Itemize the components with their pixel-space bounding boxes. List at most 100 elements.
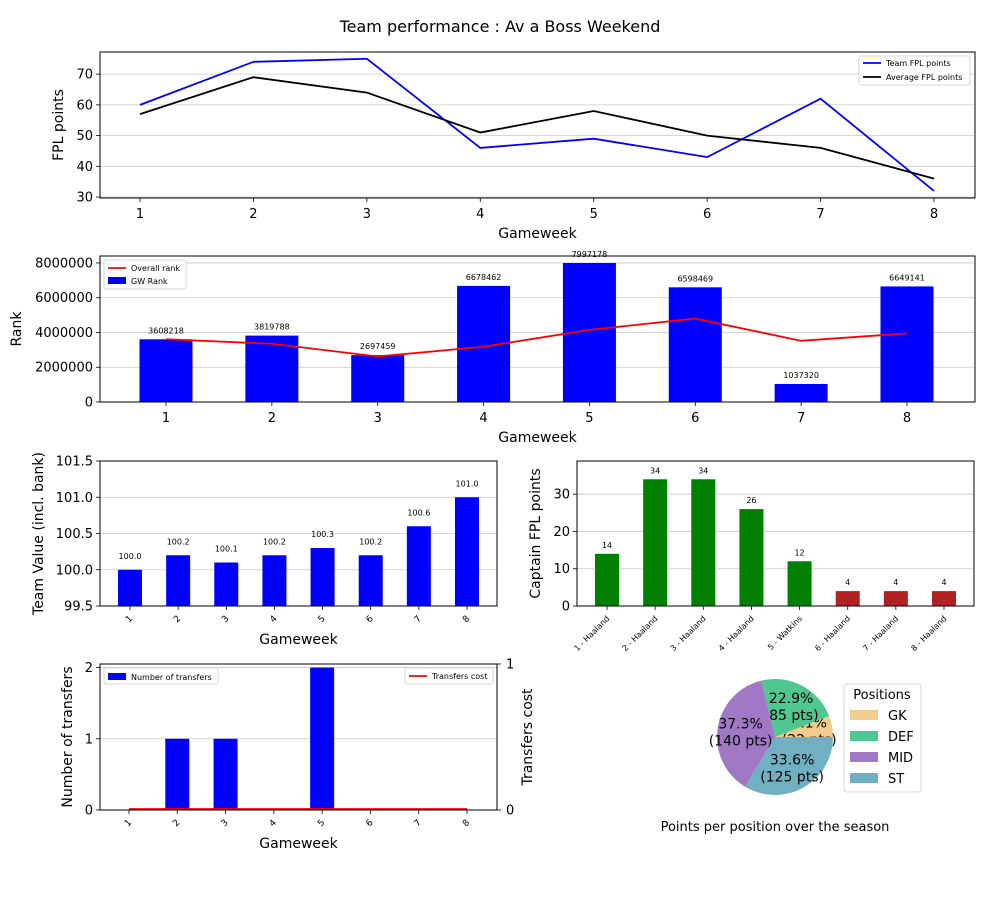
x-tick-label: 2 - Haaland: [621, 614, 660, 653]
x-tick-label: 4 - Haaland: [717, 614, 756, 653]
legend-label: GK: [888, 709, 907, 724]
x-tick-label: 5: [317, 614, 328, 625]
team-value-bar: [166, 555, 191, 606]
y-tick-label: 2: [85, 661, 93, 676]
rank-bar-label: 1037320: [783, 371, 819, 380]
fpl-points-chart: 30 40 50 60 70 1 2 3 4 5 6 7 8 Gameweek FPL points Team…: [51, 51, 976, 242]
rank-bar-label: 3608218: [148, 326, 184, 335]
y-tick-label: 10: [553, 562, 570, 577]
captain-points-chart: 0 10 20 30 14 34 34 26 12 4 4 4 1 - Haaland 2 - Haala…: [528, 460, 975, 653]
y-axis-label: FPL points: [51, 89, 67, 161]
captain-bar: [595, 553, 619, 606]
team-value-bar-label: 100.3: [311, 530, 334, 539]
legend-box: [404, 667, 494, 685]
x-tick-label: 7: [797, 411, 805, 426]
team-value-bar-label: 101.0: [456, 479, 479, 488]
y-tick-label: 99.5: [64, 600, 93, 615]
captain-bar-label: 34: [698, 466, 708, 475]
y-tick-label-right: 1: [506, 658, 514, 673]
legend-swatch: [850, 731, 878, 741]
pie-title: Points per position over the season: [661, 820, 890, 835]
transfers-bar: [213, 738, 238, 810]
y-tick-label: 2000000: [35, 361, 93, 376]
captain-bar: [883, 591, 908, 606]
pie-slice-mid: [717, 680, 775, 787]
x-tick-label: 2: [171, 818, 182, 829]
legend: Overall rank GW Rank: [103, 259, 187, 290]
legend-swatch: [850, 752, 878, 762]
x-tick-label: 7: [816, 207, 824, 222]
pie-pts-label: (125 pts): [760, 769, 824, 785]
x-axis-label: Gameweek: [498, 430, 577, 446]
team-value-bar: [214, 562, 239, 606]
captain-bar-label: 14: [602, 541, 612, 550]
captain-bar-label: 34: [650, 466, 660, 475]
y-tick-label: 30: [553, 488, 570, 503]
pie-slice-def: [761, 679, 830, 737]
team-value-bar: [406, 526, 431, 606]
x-axis-label: Gameweek: [259, 836, 338, 852]
x-tick-label: 8: [930, 207, 938, 222]
x-tick-label: 5: [590, 207, 598, 222]
legend-swatch: [850, 773, 878, 783]
x-tick-label: 3: [374, 411, 382, 426]
team-value-bar-label: 100.1: [215, 545, 238, 554]
y-tick-label: 0: [85, 396, 93, 411]
rank-bar-label: 6598469: [677, 274, 713, 283]
team-value-bar: [118, 569, 142, 606]
rank-frame: [99, 255, 976, 403]
x-tick-label: 6: [691, 411, 699, 426]
x-tick-label: 8: [461, 818, 472, 829]
y-tick-label: 0: [562, 600, 570, 615]
y-tick-label: 50: [76, 129, 93, 144]
y-tick-label-right: 0: [506, 804, 514, 819]
rank-bar-label: 2697459: [360, 342, 396, 351]
pie-pts-label: (140 pts): [709, 734, 773, 750]
positions-pie-chart: 6.1%(22 pts)22.9%(85 pts)37.3%(140 pts)3…: [661, 679, 922, 835]
legend-label: ST: [888, 772, 904, 787]
y-tick-label: 8000000: [35, 256, 93, 271]
pie-pct-label: 37.3%: [718, 717, 762, 733]
captain-bar-label: 4: [845, 578, 850, 587]
legend-label: Team FPL points: [885, 59, 951, 68]
captain-bar: [739, 509, 764, 606]
transfers-bar: [165, 738, 190, 810]
team-value-bar-label: 100.2: [167, 537, 190, 546]
fpl-points-frame: [99, 51, 976, 199]
pie-pct-label: 33.6%: [770, 752, 814, 768]
x-tick-label: 3: [363, 207, 371, 222]
captain-frame: [576, 460, 975, 607]
y-tick-label: 40: [76, 160, 93, 175]
series-line-team: [139, 57, 935, 192]
legend-label: Average FPL points: [886, 73, 962, 82]
legend-bars: Number of transfers: [103, 667, 219, 685]
y-axis-label: Team Value (incl. bank): [31, 452, 47, 616]
x-tick-label: 4: [268, 614, 279, 625]
rank-bar-label: 7997178: [572, 250, 608, 259]
y-tick-label: 0: [85, 804, 93, 819]
x-tick-label: 8: [903, 411, 911, 426]
x-tick-label: 3: [220, 818, 231, 829]
captain-bar: [643, 479, 668, 606]
legend-label: Overall rank: [131, 264, 180, 273]
y-tick-label: 1: [85, 732, 93, 747]
y-tick-label: 101.5: [56, 455, 93, 470]
x-tick-label: 6 - Haaland: [813, 614, 852, 653]
x-tick-label: 5: [585, 411, 593, 426]
x-tick-label: 7: [413, 614, 424, 625]
x-tick-label: 8 - Haaland: [909, 614, 948, 653]
overall-rank-line: [165, 317, 908, 358]
rank-bar: [880, 286, 934, 402]
captain-bar-label: 4: [893, 578, 898, 587]
team-value-bar-label: 100.2: [263, 537, 286, 546]
x-tick-label: 4: [476, 207, 484, 222]
legend-label: GW Rank: [131, 277, 168, 286]
team-value-bar-label: 100.0: [119, 552, 142, 561]
y-axis-label: Rank: [9, 311, 25, 347]
x-tick-label: 1: [162, 411, 170, 426]
transfers-bar: [310, 667, 335, 810]
y-tick-label: 101.0: [56, 491, 93, 506]
y-tick-label: 60: [76, 98, 93, 113]
rank-bar: [774, 383, 828, 402]
